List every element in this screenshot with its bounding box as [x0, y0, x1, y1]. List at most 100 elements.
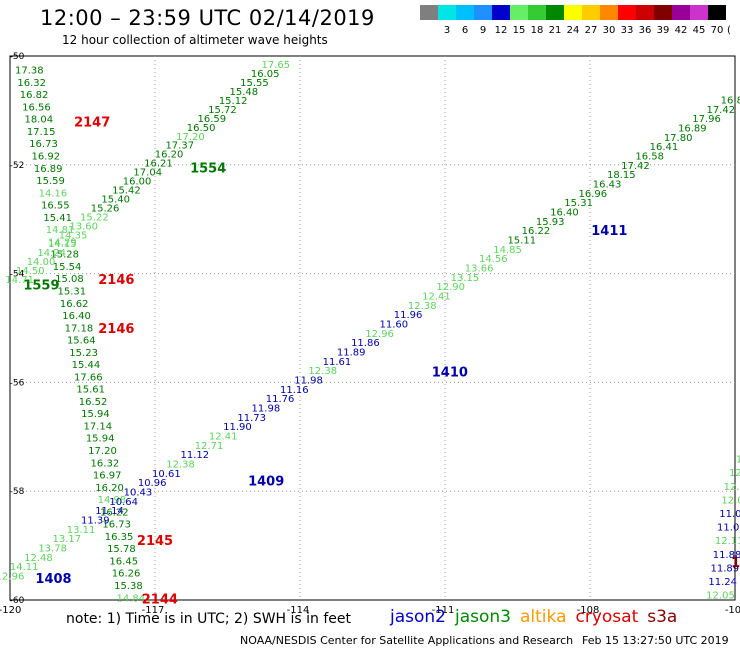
wave-height-value: 16.22: [100, 507, 129, 518]
wave-height-value: 17.42: [621, 161, 650, 172]
wave-height-value: 15.72: [208, 105, 237, 116]
wave-height-value: 17.42: [706, 105, 735, 116]
wave-height-value: 16.21: [144, 159, 173, 170]
legend-label: 27: [585, 25, 598, 36]
wave-height-value: 11.98: [294, 376, 323, 387]
wave-height-value: 15.38: [114, 581, 143, 592]
wave-height-value: 14.16: [39, 188, 68, 199]
pass-time-label: 2147: [74, 115, 110, 130]
wave-height-value: 12.38: [308, 366, 337, 377]
wave-height-value: 13.78: [38, 544, 67, 555]
wave-height-value: 16.22: [522, 226, 551, 237]
wave-height-value: 17.66: [74, 372, 103, 383]
wave-height-value: 15.41: [43, 213, 72, 224]
wave-height-value: 16.96: [579, 189, 608, 200]
legend-unit: (ft): [727, 25, 730, 36]
wave-height-value: 17.15: [27, 127, 56, 138]
wave-height-value: 15.08: [55, 274, 84, 285]
wave-height-value: 11.39: [81, 516, 110, 527]
wave-height-value: 17.20: [176, 132, 205, 143]
lon-tick-label: -117: [142, 605, 165, 616]
wave-height-value: 11.86: [351, 338, 380, 349]
legend-label: 36: [639, 25, 652, 36]
legend-swatch: [690, 5, 708, 20]
wave-height-value: 13.11: [67, 525, 96, 536]
wave-height-value: 16.41: [650, 142, 679, 153]
legend-label: 33: [621, 25, 634, 36]
wave-height-value: 16.45: [109, 556, 138, 567]
wave-height-value: 15.42: [112, 186, 141, 197]
wave-height-value: 17.96: [692, 114, 721, 125]
wave-height-value: 16.00: [123, 177, 152, 188]
pass-time-label: 2145: [137, 534, 173, 549]
wave-height-value: 12.38: [408, 301, 437, 312]
satellite-legend: jason2 jason3 altika cryosat s3a: [390, 607, 686, 627]
wave-height-value: 10.61: [152, 469, 181, 480]
wave-height-value: 16.05: [251, 69, 280, 80]
wave-height-value: 13.66: [465, 264, 494, 275]
wave-height-value: 16.80: [721, 96, 740, 107]
wave-height-value: 15.94: [86, 434, 115, 445]
wave-height-value: 16.62: [60, 299, 89, 310]
legend-swatch: [456, 5, 474, 20]
legend-swatch: [600, 5, 618, 20]
wave-height-value: 16.43: [593, 180, 622, 191]
page-title: 12:00 – 23:59 UTC 02/14/2019: [40, 6, 375, 30]
wave-height-value: 16.59: [197, 114, 226, 125]
footer-timestamp: Feb 15 13:27:50 UTC 2019: [582, 634, 729, 647]
wave-height-value: 17.80: [664, 133, 693, 144]
wave-height-value: 16.35: [105, 532, 134, 543]
lat-tick-label: -58: [10, 487, 25, 497]
legend-swatch: [474, 5, 492, 20]
wave-height-value: 16.26: [112, 569, 141, 580]
legend-swatch: [528, 5, 546, 20]
lat-tick-label: -52: [10, 161, 25, 171]
wave-height-value: 12.09: [721, 495, 740, 506]
lat-tick-label: -50: [10, 52, 25, 62]
wave-height-value: 10.64: [109, 497, 138, 508]
lon-tick-label: -10: [725, 605, 740, 616]
units-note: note: 1) Time is in UTC; 2) SWH is in fe…: [66, 611, 352, 627]
legend-swatch: [492, 5, 510, 20]
wave-height-value: 15.54: [53, 262, 82, 273]
lat-tick-label: -56: [10, 378, 25, 388]
legend-swatch: [420, 5, 438, 20]
legend-swatch: [438, 5, 456, 20]
pass-time-label: 1559: [23, 278, 59, 293]
wave-height-value: 12.41: [422, 292, 451, 303]
wave-height-value: 15.22: [80, 212, 109, 223]
legend-label: 15: [513, 25, 526, 36]
wave-height-value: 15.31: [58, 286, 87, 297]
wave-height-value: 15.48: [229, 87, 258, 98]
wave-height-value: 16.32: [91, 458, 120, 469]
wave-height-value: 14.50: [16, 266, 45, 277]
wave-height-value: 11.16: [280, 385, 309, 396]
wave-height-value: 16.56: [22, 102, 51, 113]
legend-label: 70: [711, 25, 724, 36]
wave-height-value: 15.55: [240, 78, 269, 89]
wave-height-value: 11.90: [223, 422, 252, 433]
pass-time-label: 1554: [190, 162, 226, 177]
wave-height-value: 11.89: [711, 563, 740, 574]
pass-time-label: 1410: [432, 366, 468, 381]
wave-height-value: 12.11: [715, 536, 740, 547]
wave-height-value: 11.14: [95, 506, 124, 517]
lat-tick-label: -60: [10, 596, 25, 606]
wave-height-value: 17.20: [88, 446, 117, 457]
pass-time-label: 2146: [98, 322, 134, 337]
wave-height-value: 11.76: [266, 394, 295, 405]
wave-height-value: 16.73: [29, 139, 58, 150]
wave-height-value: 15.40: [101, 194, 130, 205]
lon-tick-label: -120: [0, 605, 21, 616]
wave-height-value: 15.28: [50, 250, 79, 261]
wave-height-value: 12.2: [729, 468, 740, 479]
wave-height-value: 16.40: [62, 311, 91, 322]
wave-height-value: 16.92: [32, 152, 61, 163]
legend-swatch: [708, 5, 726, 20]
wave-height-value: 16.20: [155, 150, 184, 161]
wave-height-value: 10.43: [124, 488, 153, 499]
wave-height-value: 11.98: [252, 404, 281, 415]
legend-swatch: [564, 5, 582, 20]
satellite-legend-cryosat: cryosat: [575, 607, 639, 627]
wave-height-value: 11.06: [717, 523, 740, 534]
